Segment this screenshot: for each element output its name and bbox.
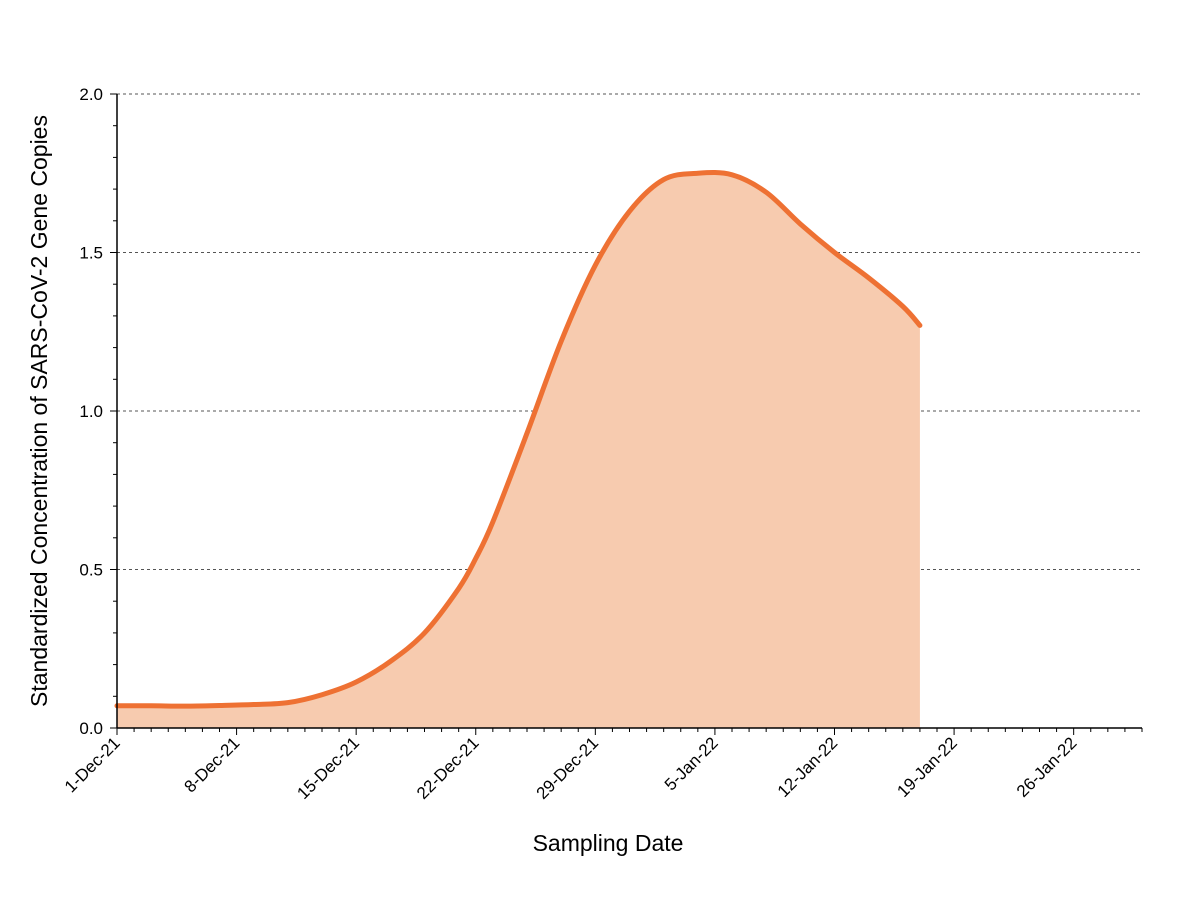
- x-tick-label: 1-Dec-21: [61, 733, 124, 796]
- x-tick-label: 5-Jan-22: [661, 733, 722, 794]
- y-tick-label: 0.5: [79, 561, 103, 580]
- area-fill: [117, 172, 920, 728]
- x-tick-label: 8-Dec-21: [181, 733, 244, 796]
- series-line: [114, 170, 923, 709]
- y-tick-label: 1.0: [79, 402, 103, 421]
- ticks: [110, 93, 1143, 735]
- y-axis-title: Standardized Concentration of SARS-CoV-2…: [26, 115, 52, 707]
- x-tick-label: 29-Dec-21: [533, 733, 603, 803]
- y-tick-label: 0.0: [79, 719, 103, 738]
- x-tick-label: 12-Jan-22: [774, 733, 842, 801]
- y-tick-label: 1.5: [79, 244, 103, 263]
- x-tick-label: 22-Dec-21: [413, 733, 483, 803]
- x-axis-title: Sampling Date: [533, 830, 684, 856]
- x-tick-label: 26-Jan-22: [1013, 733, 1081, 801]
- x-tick-label: 19-Jan-22: [893, 733, 961, 801]
- y-tick-label: 2.0: [79, 85, 103, 104]
- x-tick-label: 15-Dec-21: [293, 733, 363, 803]
